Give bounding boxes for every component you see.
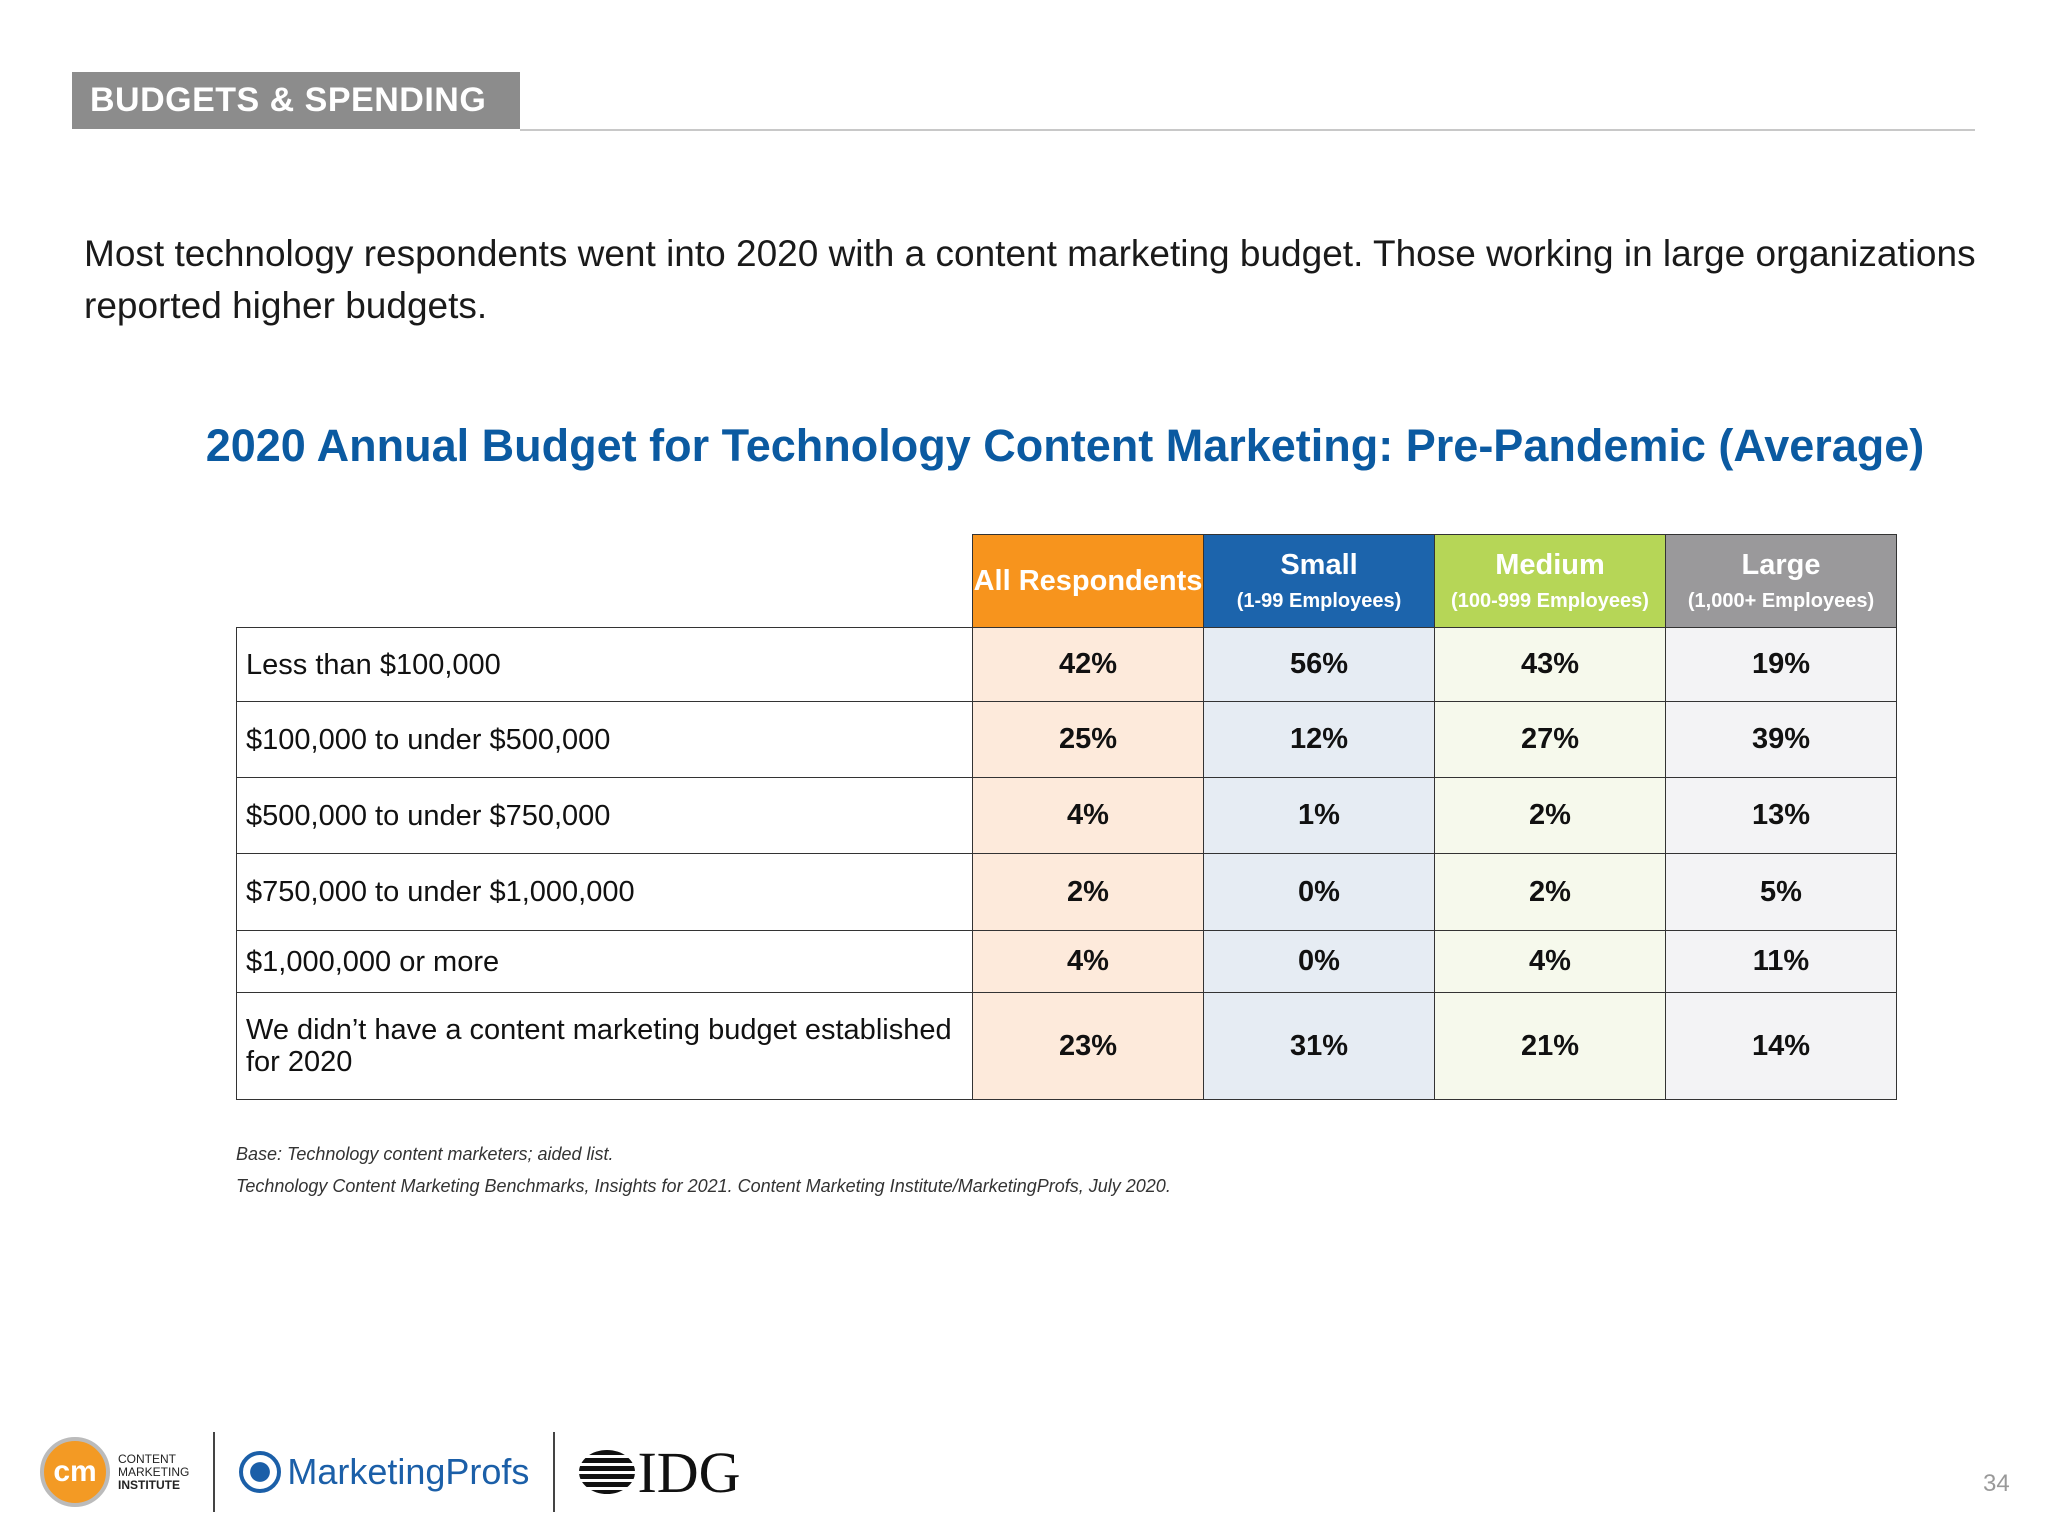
cmi-text-3: INSTITUTE: [118, 1477, 180, 1492]
row-label: $500,000 to under $750,000: [236, 777, 973, 854]
budget-table: All Respondents Small (1-99 Employees) Medi…: [236, 534, 1897, 1100]
table-row: $100,000 to under $500,000 25% 12% 27% 39%: [236, 701, 1897, 778]
value-cell: 31%: [1203, 992, 1435, 1100]
marketingprofs-logo: MarketingProfs: [239, 1451, 529, 1493]
table-row: $500,000 to under $750,000 4% 1% 2% 13%: [236, 777, 1897, 854]
header-blank: [236, 534, 973, 628]
section-tag: BUDGETS & SPENDING: [72, 72, 520, 129]
value-cell: 39%: [1665, 701, 1897, 778]
row-label: Less than $100,000: [236, 627, 973, 702]
value-cell: 19%: [1665, 627, 1897, 702]
column-label: All Respondents: [973, 564, 1203, 597]
table-row: $1,000,000 or more 4% 0% 4% 11%: [236, 930, 1897, 993]
value-cell: 13%: [1665, 777, 1897, 854]
table-row: $750,000 to under $1,000,000 2% 0% 2% 5%: [236, 853, 1897, 931]
intro-text: Most technology respondents went into 20…: [84, 233, 1976, 326]
row-label: We didn’t have a content marketing budge…: [236, 992, 973, 1100]
column-label: Large: [1741, 549, 1821, 581]
idg-logo: IDG: [579, 1439, 741, 1506]
column-sublabel: (1-99 Employees): [1236, 590, 1402, 612]
source-note: Technology Content Marketing Benchmarks,…: [236, 1176, 1171, 1196]
column-label: Small: [1280, 549, 1358, 581]
marketingprofs-text: MarketingProfs: [287, 1451, 530, 1492]
value-cell: 2%: [1434, 777, 1666, 854]
footer-logos: cm CONTENT MARKETING INSTITUTE Marketing…: [40, 1430, 741, 1514]
column-header-0: All Respondents: [972, 534, 1204, 628]
value-cell: 21%: [1434, 992, 1666, 1100]
cmi-logo: cm CONTENT MARKETING INSTITUTE: [40, 1437, 189, 1507]
column-header-3: Large (1,000+ Employees): [1665, 534, 1897, 628]
logo-divider: [553, 1432, 556, 1512]
value-cell: 23%: [972, 992, 1204, 1100]
base-note: Base: Technology content marketers; aide…: [236, 1144, 614, 1164]
column-header-2: Medium (100-999 Employees): [1434, 534, 1666, 628]
column-label: Medium: [1495, 549, 1605, 581]
value-cell: 2%: [1434, 853, 1666, 931]
value-cell: 0%: [1203, 930, 1435, 993]
column-header-1: Small (1-99 Employees): [1203, 534, 1435, 628]
table-title: 2020 Annual Budget for Technology Conten…: [205, 420, 1925, 471]
value-cell: 42%: [972, 627, 1204, 702]
value-cell: 2%: [972, 853, 1204, 931]
table-row: Less than $100,000 42% 56% 43% 19%: [236, 627, 1897, 702]
value-cell: 4%: [972, 777, 1204, 854]
value-cell: 0%: [1203, 853, 1435, 931]
table-row: We didn’t have a content marketing budge…: [236, 992, 1897, 1100]
column-sublabel: (1,000+ Employees): [1687, 590, 1875, 612]
cmi-text-2: MARKETING: [118, 1464, 190, 1479]
bird-icon: [239, 1451, 282, 1493]
value-cell: 25%: [972, 701, 1204, 778]
value-cell: 27%: [1434, 701, 1666, 778]
section-divider: [520, 129, 1975, 131]
value-cell: 43%: [1434, 627, 1666, 702]
value-cell: 11%: [1665, 930, 1897, 993]
footnotes: Base: Technology content marketers; aide…: [236, 1138, 1171, 1202]
cmi-text-1: CONTENT: [118, 1451, 176, 1466]
page-number: 34: [1983, 1470, 2010, 1497]
value-cell: 14%: [1665, 992, 1897, 1100]
value-cell: 4%: [972, 930, 1204, 993]
row-label: $750,000 to under $1,000,000: [236, 853, 973, 931]
cmi-mark: cm: [40, 1437, 110, 1507]
value-cell: 5%: [1665, 853, 1897, 931]
row-label: $100,000 to under $500,000: [236, 701, 973, 778]
value-cell: 12%: [1203, 701, 1435, 778]
logo-divider: [213, 1432, 216, 1512]
value-cell: 56%: [1203, 627, 1435, 702]
value-cell: 1%: [1203, 777, 1435, 854]
value-cell: 4%: [1434, 930, 1666, 993]
column-sublabel: (100-999 Employees): [1451, 590, 1649, 612]
row-label: $1,000,000 or more: [236, 930, 973, 993]
idg-globe-icon: [579, 1450, 636, 1494]
idg-text: IDG: [637, 1439, 741, 1505]
